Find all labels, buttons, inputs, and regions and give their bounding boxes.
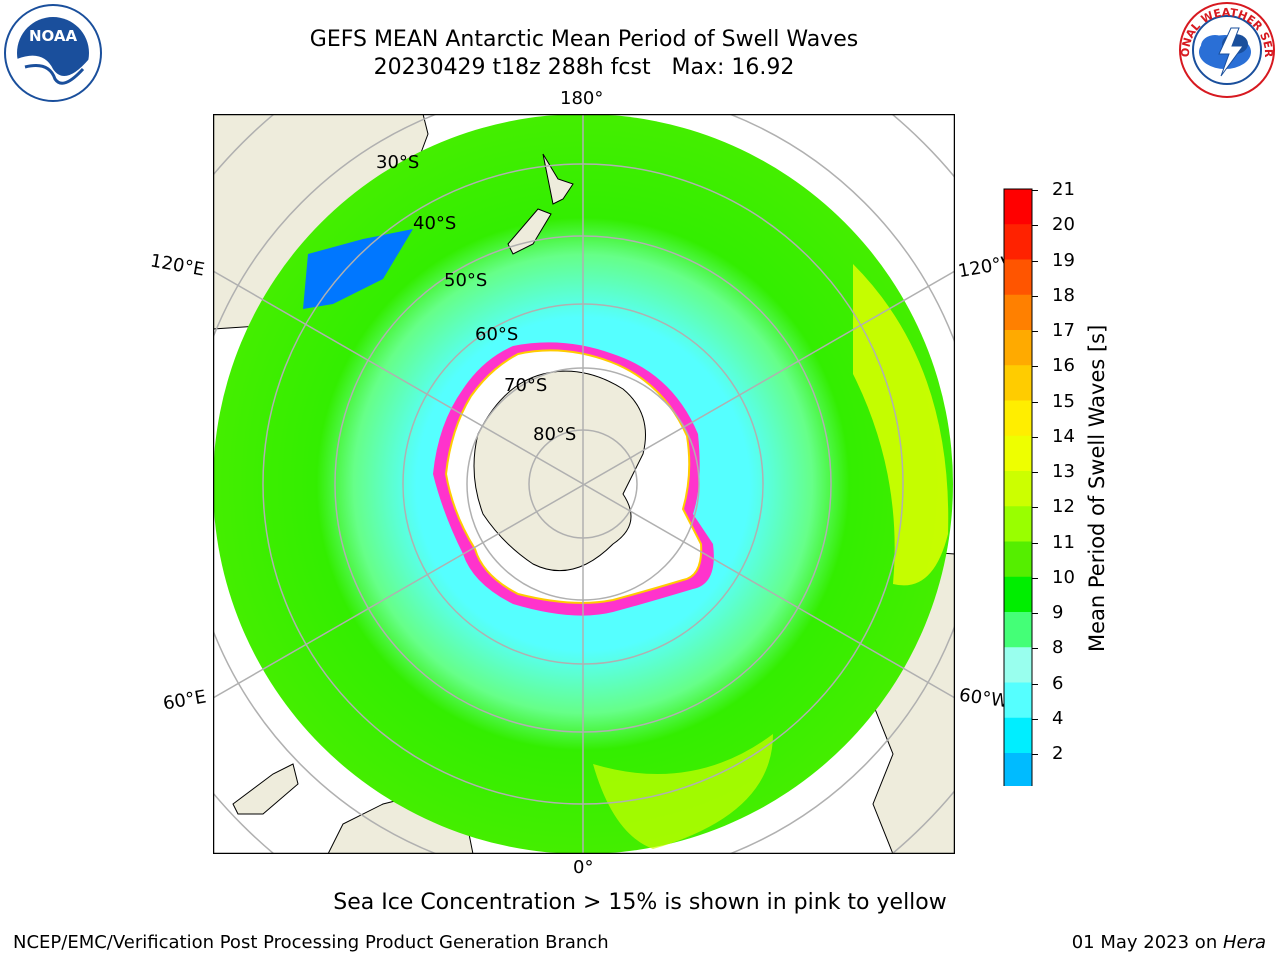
colorbar-tick-mark <box>1032 754 1038 755</box>
colorbar-tick-label: 9 <box>1052 602 1064 623</box>
lon-label-120e: 120°E <box>148 250 207 281</box>
map-title: GEFS MEAN Antarctic Mean Period of Swell… <box>309 27 859 52</box>
colorbar-tick-label: 12 <box>1052 496 1075 518</box>
colorbar-tick-mark <box>1032 366 1038 368</box>
credit-branch: NCEP/EMC/Verification Post Processing Pr… <box>13 932 609 953</box>
colorbar-tick-label: 6 <box>1052 672 1064 694</box>
colorbar-tick-label: 4 <box>1052 707 1064 729</box>
graticule <box>213 114 955 854</box>
colorbar-segment <box>1004 435 1032 472</box>
colorbar-tick-mark <box>1032 436 1038 438</box>
lon-label-0: 0° <box>573 857 594 878</box>
colorbar-tick-label: 15 <box>1052 390 1075 412</box>
colorbar <box>1003 188 1033 786</box>
colorbar-segment <box>1004 189 1032 225</box>
colorbar-tick-mark <box>1032 401 1038 403</box>
lat-label-50s: 50°S <box>444 270 488 291</box>
colorbar-tick-label: 20 <box>1052 214 1075 236</box>
credit-host: Hera <box>1222 932 1266 953</box>
colorbar-tick-mark <box>1032 542 1038 544</box>
new-zealand-south-landmass <box>507 208 552 255</box>
lat-label-30s: 30°S <box>376 152 420 173</box>
colorbar-tick-mark <box>1032 613 1038 614</box>
colorbar-tick-label: 19 <box>1052 249 1075 271</box>
colorbar-segment <box>1004 612 1032 648</box>
colorbar-tick-label: 13 <box>1052 461 1075 482</box>
colorbar-tick-mark <box>1032 295 1038 297</box>
noaa-logo: NOAA <box>4 4 102 102</box>
colorbar-tick-mark <box>1032 225 1038 227</box>
lat-label-60s: 60°S <box>475 324 519 345</box>
colorbar-tick-mark <box>1032 260 1038 262</box>
noaa-logo-text: NOAA <box>29 27 78 45</box>
lon-label-180: 180° <box>560 88 604 109</box>
colorbar-tick-mark <box>1032 472 1038 473</box>
colorbar-ticks: 21 20 19 18 17 16 15 14 13 12 11 10 9 8 6 4 2 <box>1032 179 1080 770</box>
colorbar-tick-label: 21 <box>1052 179 1075 200</box>
colorbar-outline <box>1003 188 1033 786</box>
map-subtitle: 20230429 t18z 288h fcst Max: 16.92 <box>373 55 795 80</box>
colorbar-segment <box>1004 541 1032 578</box>
colorbar-segment <box>1004 682 1032 719</box>
colorbar-segment <box>1004 506 1032 542</box>
colorbar-tick-label: 2 <box>1052 743 1064 764</box>
madagascar-landmass <box>232 763 299 815</box>
lon-label-60e: 60°E <box>161 686 208 715</box>
colorbar-segment <box>1004 400 1032 437</box>
colorbar-segment <box>1004 471 1032 507</box>
polar-map <box>213 114 955 854</box>
colorbar-segment <box>1004 330 1032 366</box>
credit-date: 01 May 2023 on Hera <box>1072 932 1266 953</box>
swell-high-band-south <box>593 734 773 849</box>
colorbar-tick-mark <box>1032 577 1038 579</box>
lat-label-70s: 70°S <box>504 375 548 396</box>
colorbar-tick-label: 8 <box>1052 637 1064 659</box>
colorbar-segment <box>1004 224 1032 260</box>
colorbar-segment <box>1004 717 1032 754</box>
colorbar-segment <box>1004 365 1032 401</box>
colorbar-tick-mark <box>1032 331 1038 332</box>
colorbar-segment <box>1004 753 1032 786</box>
sea-ice-note: Sea Ice Concentration > 15% is shown in … <box>333 890 947 915</box>
new-zealand-landmass <box>542 153 574 205</box>
colorbar-tick-mark <box>1032 190 1038 191</box>
colorbar-tick-label: 14 <box>1052 425 1075 447</box>
lat-label-40s: 40°S <box>413 213 457 234</box>
colorbar-tick-label: 10 <box>1052 566 1075 588</box>
colorbar-segment <box>1004 259 1032 296</box>
colorbar-tick-label: 16 <box>1052 355 1075 377</box>
nws-logo: NATIONAL WEATHER SERVICE <box>1177 0 1275 98</box>
colorbar-segment <box>1004 576 1032 613</box>
colorbar-segment <box>1004 294 1032 331</box>
colorbar-segment <box>1004 647 1032 683</box>
swell-high-band <box>853 264 949 586</box>
colorbar-tick-mark <box>1032 683 1038 685</box>
swell-low-area <box>303 229 413 309</box>
credit-date-text: 01 May 2023 on <box>1071 932 1223 953</box>
colorbar-tick-label: 17 <box>1052 320 1075 341</box>
colorbar-tick-mark <box>1032 507 1038 509</box>
colorbar-tick-label: 11 <box>1052 531 1075 553</box>
colorbar-label: Mean Period of Swell Waves [s] <box>1085 324 1109 652</box>
lat-label-80s: 80°S <box>533 424 577 445</box>
colorbar-tick-label: 18 <box>1052 284 1075 306</box>
colorbar-tick-mark <box>1032 718 1038 720</box>
colorbar-tick-mark <box>1032 648 1038 650</box>
